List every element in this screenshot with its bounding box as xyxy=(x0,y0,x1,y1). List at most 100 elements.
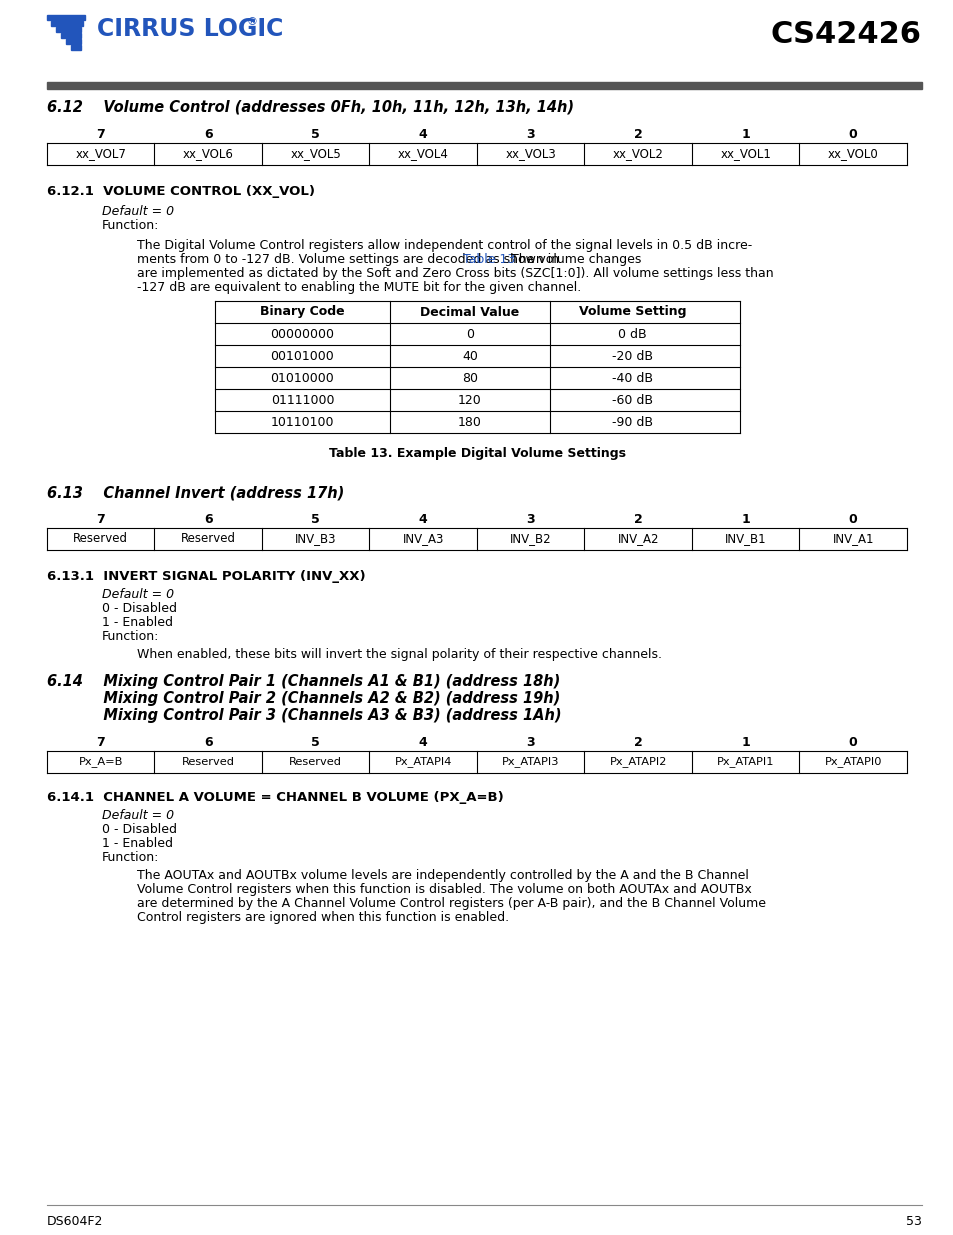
Text: 6: 6 xyxy=(204,736,213,748)
Text: 0: 0 xyxy=(848,513,857,526)
Text: Table 13: Table 13 xyxy=(463,253,515,266)
Text: Volume Control registers when this function is disabled. The volume on both AOUT: Volume Control registers when this funct… xyxy=(137,883,751,897)
Text: are determined by the A Channel Volume Control registers (per A-B pair), and the: are determined by the A Channel Volume C… xyxy=(137,897,765,910)
Text: 80: 80 xyxy=(461,372,477,384)
Text: Reserved: Reserved xyxy=(73,532,128,546)
Text: 1: 1 xyxy=(740,736,749,748)
Text: Px_ATAPI4: Px_ATAPI4 xyxy=(395,757,452,767)
Text: Px_ATAPI1: Px_ATAPI1 xyxy=(717,757,774,767)
Text: INV_B2: INV_B2 xyxy=(510,532,551,546)
Text: 6: 6 xyxy=(204,128,213,141)
Text: Binary Code: Binary Code xyxy=(260,305,344,319)
Text: 7: 7 xyxy=(96,736,105,748)
Text: xx_VOL0: xx_VOL0 xyxy=(827,147,878,161)
Bar xyxy=(61,33,81,38)
Text: 4: 4 xyxy=(418,128,427,141)
Text: 10110100: 10110100 xyxy=(271,415,334,429)
Text: Table 13. Example Digital Volume Settings: Table 13. Example Digital Volume Setting… xyxy=(329,447,625,459)
Text: 2: 2 xyxy=(633,128,642,141)
Text: Px_ATAPI3: Px_ATAPI3 xyxy=(501,757,558,767)
Text: INV_B3: INV_B3 xyxy=(294,532,336,546)
Text: xx_VOL1: xx_VOL1 xyxy=(720,147,770,161)
Text: ments from 0 to -127 dB. Volume settings are decoded as shown in: ments from 0 to -127 dB. Volume settings… xyxy=(137,253,562,266)
Text: 6.12    Volume Control (addresses 0Fh, 10h, 11h, 12h, 13h, 14h): 6.12 Volume Control (addresses 0Fh, 10h,… xyxy=(47,100,574,115)
Text: Px_ATAPI0: Px_ATAPI0 xyxy=(823,757,882,767)
Text: Mixing Control Pair 3 (Channels A3 & B3) (address 1Ah): Mixing Control Pair 3 (Channels A3 & B3)… xyxy=(47,708,561,722)
Text: 01111000: 01111000 xyxy=(271,394,334,406)
Text: 2: 2 xyxy=(633,736,642,748)
Text: 4: 4 xyxy=(418,513,427,526)
Text: are implemented as dictated by the Soft and Zero Cross bits (SZC[1:0]). All volu: are implemented as dictated by the Soft … xyxy=(137,267,773,280)
Text: 01010000: 01010000 xyxy=(271,372,334,384)
Text: xx_VOL3: xx_VOL3 xyxy=(505,147,556,161)
Text: 00000000: 00000000 xyxy=(271,327,335,341)
Text: xx_VOL5: xx_VOL5 xyxy=(290,147,341,161)
Text: 1: 1 xyxy=(740,513,749,526)
Text: Reserved: Reserved xyxy=(180,532,235,546)
Text: When enabled, these bits will invert the signal polarity of their respective cha: When enabled, these bits will invert the… xyxy=(137,648,661,661)
Text: CS42426: CS42426 xyxy=(770,20,921,49)
Text: 5: 5 xyxy=(311,513,320,526)
Text: 00101000: 00101000 xyxy=(271,350,334,363)
Bar xyxy=(47,15,85,20)
Text: Mixing Control Pair 2 (Channels A2 & B2) (address 19h): Mixing Control Pair 2 (Channels A2 & B2)… xyxy=(47,692,559,706)
Text: 6.13.1  INVERT SIGNAL POLARITY (INV_XX): 6.13.1 INVERT SIGNAL POLARITY (INV_XX) xyxy=(47,571,365,583)
Text: 5: 5 xyxy=(311,128,320,141)
Text: xx_VOL2: xx_VOL2 xyxy=(612,147,663,161)
Text: -60 dB: -60 dB xyxy=(612,394,652,406)
Text: -127 dB are equivalent to enabling the MUTE bit for the given channel.: -127 dB are equivalent to enabling the M… xyxy=(137,282,580,294)
Text: 0 - Disabled: 0 - Disabled xyxy=(102,823,177,836)
Text: -90 dB: -90 dB xyxy=(612,415,652,429)
Text: xx_VOL4: xx_VOL4 xyxy=(397,147,448,161)
Text: Function:: Function: xyxy=(102,219,159,232)
Text: DS604F2: DS604F2 xyxy=(47,1215,103,1228)
Text: 0 - Disabled: 0 - Disabled xyxy=(102,601,177,615)
Text: INV_A3: INV_A3 xyxy=(402,532,443,546)
Text: Reserved: Reserved xyxy=(182,757,234,767)
Text: xx_VOL7: xx_VOL7 xyxy=(75,147,126,161)
Text: Default = 0: Default = 0 xyxy=(102,809,174,823)
Bar xyxy=(71,44,81,49)
Text: 6.14    Mixing Control Pair 1 (Channels A1 & B1) (address 18h): 6.14 Mixing Control Pair 1 (Channels A1 … xyxy=(47,674,559,689)
Text: 6.14.1  CHANNEL A VOLUME = CHANNEL B VOLUME (PX_A=B): 6.14.1 CHANNEL A VOLUME = CHANNEL B VOLU… xyxy=(47,790,503,804)
Bar xyxy=(47,82,921,89)
Text: 5: 5 xyxy=(311,736,320,748)
Text: 6.12.1  VOLUME CONTROL (XX_VOL): 6.12.1 VOLUME CONTROL (XX_VOL) xyxy=(47,185,314,198)
Text: 3: 3 xyxy=(526,513,535,526)
Text: -40 dB: -40 dB xyxy=(612,372,652,384)
Text: 120: 120 xyxy=(457,394,481,406)
Text: Control registers are ignored when this function is enabled.: Control registers are ignored when this … xyxy=(137,911,509,924)
Text: Px_A=B: Px_A=B xyxy=(78,757,123,767)
Text: 3: 3 xyxy=(526,736,535,748)
Text: Reserved: Reserved xyxy=(289,757,342,767)
Text: 1 - Enabled: 1 - Enabled xyxy=(102,837,172,850)
Text: 40: 40 xyxy=(461,350,477,363)
Text: 0: 0 xyxy=(848,128,857,141)
Bar xyxy=(56,27,81,32)
Text: INV_A1: INV_A1 xyxy=(832,532,873,546)
Text: 2: 2 xyxy=(633,513,642,526)
Bar xyxy=(66,40,81,44)
Text: 0 dB: 0 dB xyxy=(618,327,646,341)
Text: Volume Setting: Volume Setting xyxy=(578,305,685,319)
Text: Px_ATAPI2: Px_ATAPI2 xyxy=(609,757,666,767)
Text: Function:: Function: xyxy=(102,630,159,643)
Text: 180: 180 xyxy=(457,415,481,429)
Text: The AOUTAx and AOUTBx volume levels are independently controlled by the A and th: The AOUTAx and AOUTBx volume levels are … xyxy=(137,869,748,882)
Text: Function:: Function: xyxy=(102,851,159,864)
Text: 3: 3 xyxy=(526,128,535,141)
Text: 7: 7 xyxy=(96,513,105,526)
Text: 0: 0 xyxy=(465,327,474,341)
Text: -20 dB: -20 dB xyxy=(612,350,652,363)
Text: 1 - Enabled: 1 - Enabled xyxy=(102,616,172,629)
Text: 0: 0 xyxy=(848,736,857,748)
Text: 53: 53 xyxy=(905,1215,921,1228)
Text: ®: ® xyxy=(247,17,257,27)
Text: 6.13    Channel Invert (address 17h): 6.13 Channel Invert (address 17h) xyxy=(47,485,344,500)
Text: 1: 1 xyxy=(740,128,749,141)
Text: INV_A2: INV_A2 xyxy=(617,532,659,546)
Text: xx_VOL6: xx_VOL6 xyxy=(183,147,233,161)
Text: INV_B1: INV_B1 xyxy=(724,532,766,546)
Text: . The volume changes: . The volume changes xyxy=(503,253,641,266)
Text: Default = 0: Default = 0 xyxy=(102,205,174,219)
